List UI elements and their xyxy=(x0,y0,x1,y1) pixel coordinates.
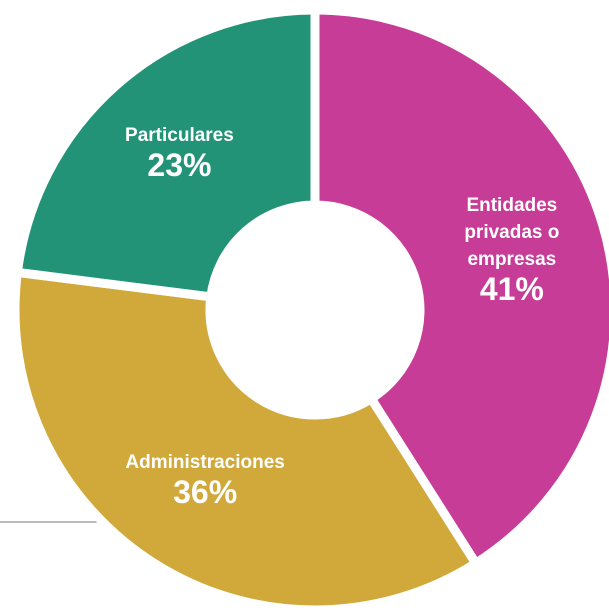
donut-slice xyxy=(10,267,482,612)
slice-label: Administraciones xyxy=(125,452,284,473)
slice-value-label: 23% xyxy=(147,147,211,183)
slice-value-label: 41% xyxy=(480,271,544,307)
donut-slice xyxy=(12,5,320,302)
slices xyxy=(10,5,609,612)
slice-label: Entidades privadas o empresas xyxy=(464,195,559,270)
slice-label: Particulares xyxy=(125,125,234,146)
slice-value-label: 36% xyxy=(173,474,237,510)
